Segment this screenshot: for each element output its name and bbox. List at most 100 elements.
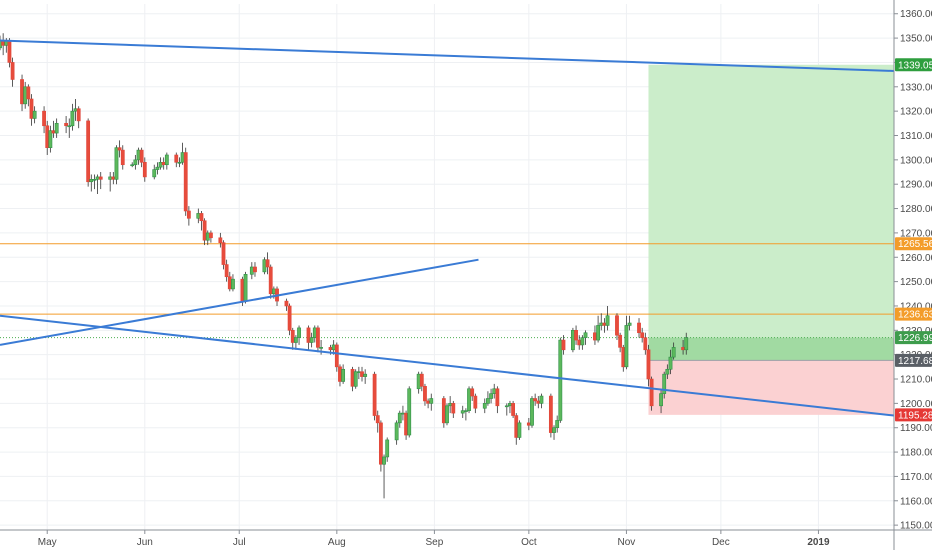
y-tick-label: 1170.00 — [900, 472, 932, 483]
candle-body — [470, 388, 475, 397]
candle-body — [495, 388, 500, 407]
candle-body — [180, 152, 185, 163]
candle-body — [70, 110, 75, 127]
candle-body — [152, 169, 157, 178]
candle-body — [511, 403, 516, 416]
candle-body — [445, 405, 449, 424]
candle-body — [401, 412, 405, 415]
price-tag — [895, 353, 932, 367]
candle-body — [624, 325, 629, 368]
candle-body — [574, 330, 578, 341]
trendline[interactable] — [0, 258, 479, 346]
candles — [0, 33, 689, 499]
candle-body — [423, 386, 427, 402]
candle-body — [297, 327, 301, 338]
candle-body — [649, 378, 654, 407]
y-tick-label: 1260.00 — [900, 253, 932, 264]
candle-body — [23, 86, 28, 105]
x-tick-label: Nov — [618, 537, 636, 548]
candle-body — [142, 161, 147, 178]
candle-body — [419, 373, 424, 387]
candle-body — [593, 332, 597, 341]
x-tick-label: Jun — [137, 537, 153, 548]
x-tick-label: Oct — [521, 537, 537, 548]
candle-body — [98, 176, 103, 180]
candle-body — [202, 220, 207, 241]
candle-body — [526, 422, 531, 426]
candle-body — [429, 398, 434, 404]
y-tick-label: 1160.00 — [900, 496, 932, 507]
y-tick-label: 1330.00 — [900, 82, 932, 93]
profit-zone — [648, 64, 894, 361]
candle-body — [114, 147, 119, 180]
candle-body — [139, 149, 144, 163]
candle-body — [508, 403, 512, 407]
price-tag-label: 1195.28 — [898, 410, 932, 421]
candle-body — [605, 315, 610, 326]
candle-body — [394, 422, 399, 441]
y-tick-label: 1190.00 — [900, 423, 932, 434]
candle-body — [671, 347, 676, 358]
candle-body — [539, 395, 544, 404]
y-tick-label: 1320.00 — [900, 107, 932, 118]
trendline[interactable] — [0, 314, 895, 417]
price-tag-label: 1217.68 — [898, 356, 932, 367]
candle-body — [284, 300, 289, 307]
candle-body — [29, 98, 34, 119]
candle-body — [504, 405, 509, 408]
candle-body — [668, 356, 673, 370]
candle-body — [92, 179, 97, 181]
price-tags: 1339.05 1265.56 1236.63 1226.99 1217.68 1195.… — [895, 58, 932, 422]
candle-body — [334, 344, 339, 368]
candle-body — [530, 398, 534, 426]
candle-body — [10, 62, 15, 80]
candle-body — [64, 123, 69, 127]
candle-body — [309, 337, 314, 343]
candle-body — [32, 110, 37, 119]
candle-body — [89, 179, 94, 183]
y-tick-label: 1180.00 — [900, 448, 932, 459]
candle-body — [517, 422, 522, 438]
candle-body — [218, 237, 223, 243]
candle-body — [382, 456, 386, 465]
trendlines[interactable] — [0, 39, 895, 417]
candle-body — [95, 176, 100, 180]
price-tag-label: 1339.05 — [898, 60, 932, 71]
candle-body — [602, 322, 607, 326]
candle-body — [290, 330, 295, 343]
candle-body — [404, 412, 408, 436]
candle-body — [196, 213, 201, 219]
price-tag — [895, 408, 932, 422]
candle-body — [643, 337, 648, 351]
price-tag-label: 1265.56 — [898, 239, 932, 250]
y-tick-label: 1310.00 — [900, 131, 932, 142]
candle-body — [486, 398, 490, 404]
candle-body — [316, 327, 320, 348]
y-tick-label: 1360.00 — [900, 9, 932, 20]
y-tick-label: 1250.00 — [900, 277, 932, 288]
candle-body — [561, 339, 566, 351]
y-tick-label: 1200.00 — [900, 399, 932, 410]
candle-body — [637, 322, 641, 334]
candle-body — [67, 125, 72, 128]
candle-body — [385, 439, 390, 458]
candle-body — [158, 161, 163, 168]
candle-body — [130, 164, 135, 167]
candle-body — [583, 332, 588, 338]
candle-body — [492, 388, 497, 394]
candle-body — [640, 332, 645, 338]
candle-body — [353, 371, 358, 387]
candle-body — [243, 274, 248, 302]
candle-body — [136, 149, 141, 161]
y-tick-label: 1150.00 — [900, 521, 932, 532]
candle-body — [319, 347, 323, 349]
candle-body — [306, 327, 311, 343]
candle-body — [108, 176, 113, 180]
candle-body — [86, 120, 91, 183]
y-tick-label: 1210.00 — [900, 375, 932, 386]
trendline[interactable] — [0, 39, 895, 72]
y-tick-label: 1300.00 — [900, 155, 932, 166]
candle-body — [331, 344, 336, 351]
